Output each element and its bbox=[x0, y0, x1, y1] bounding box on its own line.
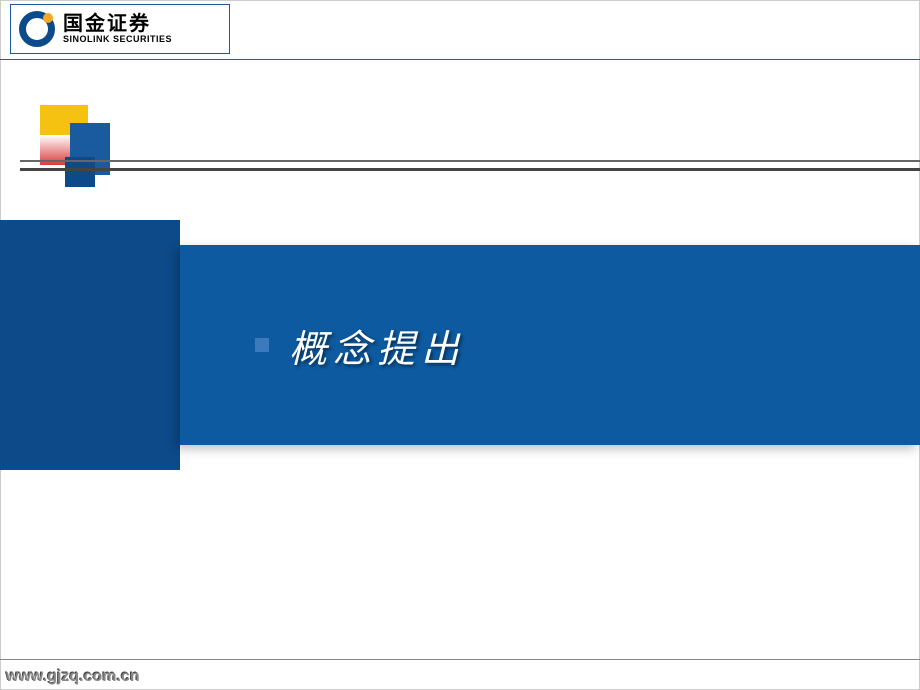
header: 国金证券 SINOLINK SECURITIES bbox=[0, 0, 920, 60]
logo-en: SINOLINK SECURITIES bbox=[63, 35, 172, 45]
logo-text: 国金证券 SINOLINK SECURITIES bbox=[63, 13, 172, 45]
footer-line bbox=[0, 659, 920, 660]
logo-cn: 国金证券 bbox=[63, 13, 172, 35]
bullet-square-icon bbox=[255, 338, 269, 352]
panel-back bbox=[0, 220, 180, 470]
horizontal-line-thick bbox=[20, 168, 920, 171]
logo-icon bbox=[19, 11, 55, 47]
bullet-row: 概念提出 bbox=[255, 318, 465, 373]
footer-url: www.gjzq.com.cn bbox=[6, 668, 140, 686]
slide: 国金证券 SINOLINK SECURITIES 概念提出 www.gjzq.c… bbox=[0, 0, 920, 690]
horizontal-line-thin bbox=[20, 160, 920, 162]
decoration-shapes bbox=[40, 105, 130, 195]
panel-front: 概念提出 bbox=[180, 245, 920, 445]
bullet-text: 概念提出 bbox=[289, 318, 465, 373]
logo-box: 国金证券 SINOLINK SECURITIES bbox=[10, 4, 230, 54]
